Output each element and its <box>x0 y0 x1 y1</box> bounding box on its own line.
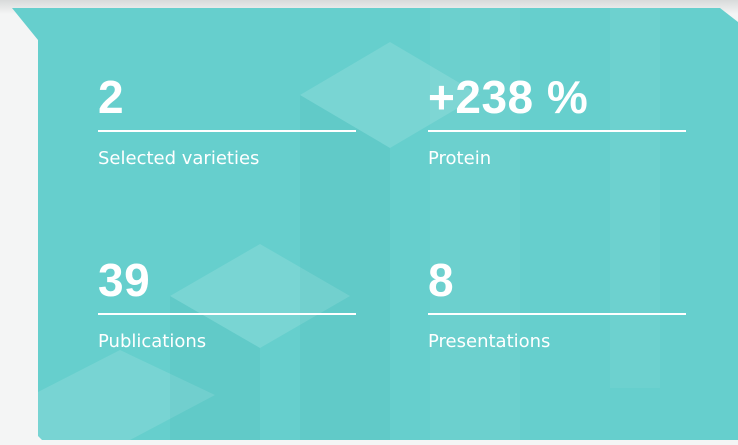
stat-value: 8 <box>428 255 686 305</box>
stat: 39 Publications <box>98 255 356 353</box>
stat-label: Protein <box>428 148 686 170</box>
stat: 8 Presentations <box>428 255 686 353</box>
stat: +238 % Protein <box>428 72 686 170</box>
stat-value: 2 <box>98 72 356 122</box>
divider <box>428 313 686 315</box>
page: 2 Selected varieties +238 % Protein 39 P… <box>0 0 738 445</box>
stat-value: +238 % <box>428 72 686 122</box>
stat-value: 39 <box>98 255 356 305</box>
divider <box>98 313 356 315</box>
divider <box>428 130 686 132</box>
background <box>0 0 738 445</box>
stat: 2 Selected varieties <box>98 72 356 170</box>
stat-label: Selected varieties <box>98 148 356 170</box>
stat-label: Presentations <box>428 331 686 353</box>
stat-label: Publications <box>98 331 356 353</box>
divider <box>98 130 356 132</box>
